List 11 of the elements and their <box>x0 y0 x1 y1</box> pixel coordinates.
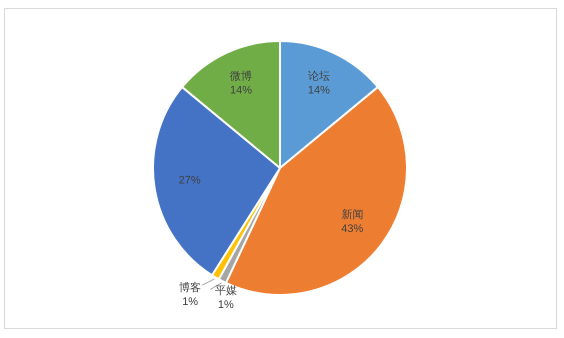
data-label: 1% <box>182 296 198 308</box>
data-label: 43% <box>341 223 364 236</box>
slice-label: 博客 <box>179 281 202 294</box>
data-label: 1% <box>218 299 234 312</box>
data-label: 27% <box>178 174 201 186</box>
slice-label: 微博 <box>230 69 252 82</box>
slice-label: 平媒 <box>214 285 237 298</box>
slice-label: 新闻 <box>341 208 364 222</box>
data-label: 14% <box>308 84 330 96</box>
data-label: 14% <box>230 84 252 96</box>
slice-label: 论坛 <box>308 70 330 82</box>
